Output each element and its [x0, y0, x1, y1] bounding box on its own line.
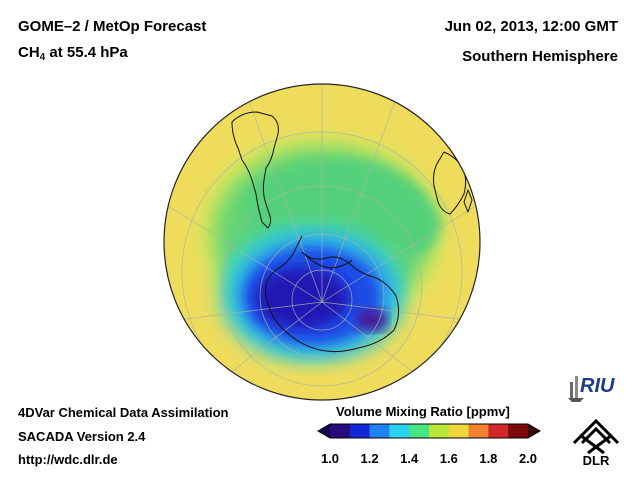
colorbar-segment	[429, 424, 450, 438]
riu-logo-base	[568, 398, 584, 402]
hemisphere-map	[163, 83, 481, 401]
colorbar-segment	[389, 424, 410, 438]
footer-url[interactable]: http://wdc.dlr.de	[18, 452, 118, 467]
riu-logo-text: RIU	[580, 375, 615, 397]
colorbar-segment	[409, 424, 430, 438]
chart-title: GOME–2 / MetOp Forecast	[18, 18, 207, 35]
colorbar-outline	[317, 423, 541, 439]
weddell-coast	[301, 251, 353, 269]
colorbar-tick-label: 1.8	[479, 451, 498, 466]
colorbar-segment	[508, 424, 529, 438]
footer-assimilation: 4DVar Chemical Data Assimilation	[18, 405, 229, 420]
antarctic-peninsula	[281, 235, 303, 267]
dlr-logo: DLR	[572, 418, 620, 468]
graticule	[164, 84, 480, 400]
south-america-coast	[231, 111, 279, 229]
species-main: CH	[18, 44, 40, 61]
colorbar-over-arrow	[528, 424, 540, 438]
riu-logo-bar	[570, 382, 573, 398]
colorbar-tick-label: 1.0	[320, 451, 340, 466]
colorbar-segment	[488, 424, 509, 438]
footer-version: SACADA Version 2.4	[18, 429, 146, 444]
species-level: at 55.4 hPa	[45, 44, 128, 61]
coastlines	[231, 111, 473, 353]
globe-outline	[163, 83, 481, 401]
madagascar-coast	[463, 189, 473, 213]
riu-logo: RIU	[568, 375, 615, 402]
dark-blue-core	[256, 268, 348, 328]
antarctica-coast	[264, 251, 400, 353]
colorbar-tick-label: 1.4	[400, 451, 419, 466]
colorbar-segment	[448, 424, 470, 438]
colorbar	[317, 423, 541, 439]
colorbar-segment	[330, 424, 351, 438]
colorbar-tick-label: 1.2	[360, 451, 379, 466]
species-label: CH4 at 55.4 hPa	[18, 44, 128, 67]
datetime-label: Jun 02, 2013, 12:00 GMT	[444, 18, 618, 35]
dlr-logo-symbol	[572, 418, 620, 455]
colorbar-title: Volume Mixing Ratio [ppmv]	[336, 404, 510, 419]
colorbar-segment	[369, 424, 390, 438]
region-label: Southern Hemisphere	[462, 48, 618, 65]
colorbar-tick-label: 1.6	[439, 451, 458, 466]
colorbar-under-arrow	[318, 424, 330, 438]
colorbar-tick-label: 2.0	[518, 451, 538, 466]
riu-logo-bar	[575, 376, 578, 398]
species-subscript: 4	[39, 52, 46, 63]
colorbar-segment	[349, 424, 371, 438]
dlr-logo-text: DLR	[583, 453, 610, 468]
purple-core	[356, 308, 388, 332]
colorbar-segment	[468, 424, 489, 438]
